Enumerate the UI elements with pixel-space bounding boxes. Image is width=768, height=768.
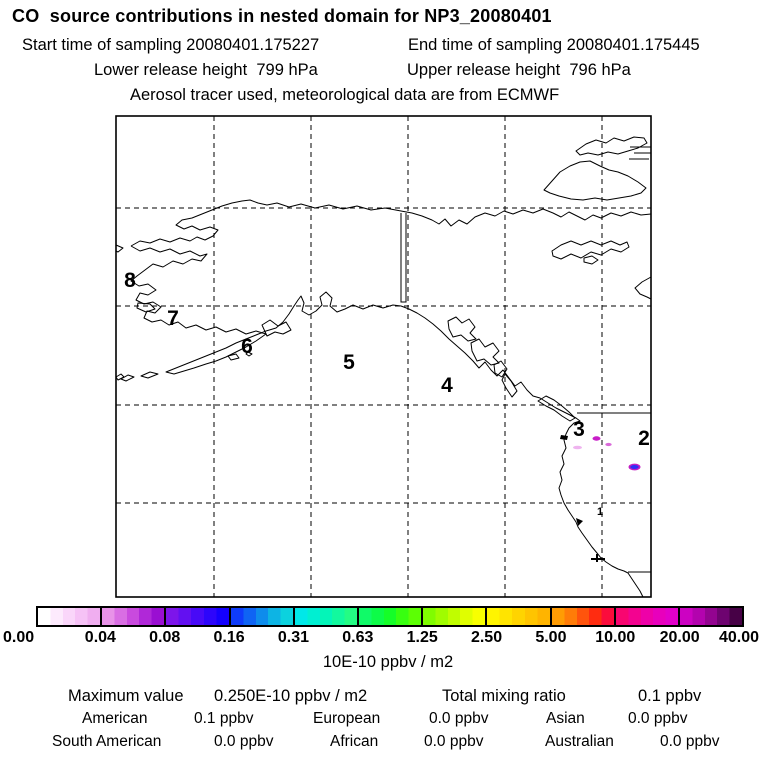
colorbar-tick-label: 0.31 xyxy=(277,629,310,646)
stat-value: 0.0 ppbv xyxy=(424,733,484,750)
coastline xyxy=(551,240,630,260)
coastline xyxy=(136,302,156,313)
colorbar-tick-label: 0.08 xyxy=(149,629,181,646)
coastline xyxy=(261,319,292,337)
coastline xyxy=(634,276,652,300)
colorbar-tick-label: 20.00 xyxy=(659,629,700,646)
stat-label: Maximum value xyxy=(68,687,184,705)
colorbar-tick-label: 2.50 xyxy=(470,629,503,646)
plume-cell xyxy=(605,442,612,447)
track-day-label: 2 xyxy=(638,427,650,450)
colorbar-tick-label: 5.00 xyxy=(535,629,567,646)
coastline xyxy=(501,373,518,398)
coastline xyxy=(115,244,124,253)
stat-label: Total mixing ratio xyxy=(442,687,566,705)
plume-cell xyxy=(630,465,639,469)
colorbar-segment xyxy=(615,608,680,625)
track-day-label: 5 xyxy=(343,351,355,374)
plume-cell xyxy=(592,436,601,441)
stat-value: 0.1 ppbv xyxy=(194,710,254,727)
coastal-mark xyxy=(560,435,568,440)
colorbar-tick-label: 0.00 xyxy=(3,629,35,646)
colorbar-tick-labels: 0.00 0.04 0.08 0.16 0.31 0.63 1.25 2.50 5.00 10.0… xyxy=(0,629,768,647)
colorbar-segment xyxy=(166,608,231,625)
coastline xyxy=(537,395,576,422)
stat-label: Australian xyxy=(545,733,614,750)
upper-release-text: Upper release height 796 hPa xyxy=(407,61,631,79)
map-frame xyxy=(115,115,652,598)
coastline xyxy=(130,199,652,247)
coastline xyxy=(227,353,240,361)
colorbar-tick-label: 1.25 xyxy=(406,629,438,646)
coastline xyxy=(140,371,159,379)
colorbar-segment xyxy=(230,608,295,625)
coastal-mark xyxy=(596,554,598,562)
coastline xyxy=(543,160,647,201)
plume-cell xyxy=(573,445,582,450)
colorbar-tick-label: 0.63 xyxy=(342,629,374,646)
colorbar-tick-label: 10.00 xyxy=(595,629,636,646)
stat-value: 0.0 ppbv xyxy=(660,733,720,750)
stat-value: 0.250E-10 ppbv / m2 xyxy=(214,687,368,705)
coastline xyxy=(130,245,644,598)
lower-release-text: Lower release height 799 hPa xyxy=(94,61,318,79)
stat-label: Asian xyxy=(546,710,585,727)
stat-label: African xyxy=(330,733,379,750)
end-time-text: End time of sampling 20080401.175445 xyxy=(408,36,700,54)
colorbar-segment xyxy=(551,608,616,625)
track-day-label: 7 xyxy=(167,307,179,330)
stat-label: American xyxy=(82,710,148,727)
stat-value: 0.0 ppbv xyxy=(214,733,274,750)
coastal-mark xyxy=(576,518,583,526)
coastline xyxy=(447,316,477,342)
track-day-label: 8 xyxy=(124,269,136,292)
coastline xyxy=(583,255,599,265)
colorbar-tick-label: 0.04 xyxy=(84,629,116,646)
colorbar-segment xyxy=(423,608,488,625)
stat-label: European xyxy=(313,710,381,727)
start-time-text: Start time of sampling 20080401.175227 xyxy=(22,36,320,54)
track-day-label: 4 xyxy=(441,374,453,397)
coastline xyxy=(470,338,500,366)
track-day-label-small: 1 xyxy=(597,506,603,518)
colorbar-units: 10E-10 ppbv / m2 xyxy=(322,653,454,671)
colorbar-segment xyxy=(358,608,424,625)
colorbar xyxy=(36,606,744,627)
stat-label: South American xyxy=(52,733,162,750)
stat-value: 0.0 ppbv xyxy=(628,710,688,727)
coastline xyxy=(115,373,125,381)
colorbar-segment xyxy=(679,608,743,625)
stat-value: 0.0 ppbv xyxy=(429,710,489,727)
colorbar-segment xyxy=(294,608,359,625)
coastline xyxy=(245,351,253,357)
track-day-label: 6 xyxy=(241,335,253,358)
track-day-label: 3 xyxy=(573,418,585,441)
tracer-info-text: Aerosol tracer used, meteorological data… xyxy=(130,86,560,104)
stat-value: 0.1 ppbv xyxy=(638,687,702,705)
page-title: CO source contributions in nested domain… xyxy=(12,6,552,26)
colorbar-tick-label: 40.00 xyxy=(718,629,759,646)
colorbar-segment xyxy=(487,608,552,625)
political-border xyxy=(400,213,407,303)
coastline xyxy=(493,360,508,378)
colorbar-tick-label: 0.16 xyxy=(213,629,245,646)
colorbar-segment xyxy=(38,608,103,625)
colorbar-segment xyxy=(102,608,167,625)
coastline xyxy=(575,136,648,156)
